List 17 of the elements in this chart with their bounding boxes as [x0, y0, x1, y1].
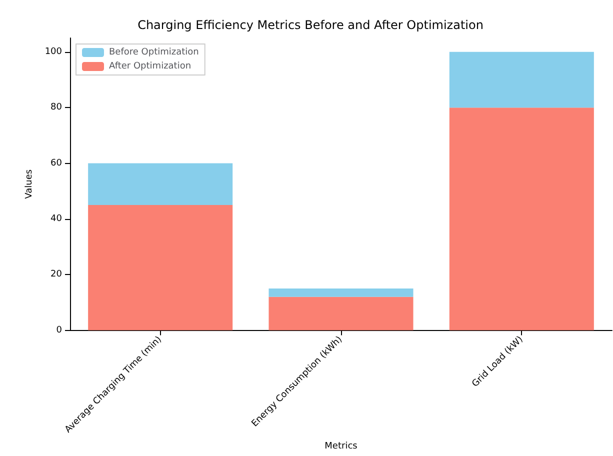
y-axis-title: Values [24, 169, 34, 199]
bar [449, 108, 594, 330]
bar [88, 205, 233, 330]
y-tick-label: 0 [56, 325, 62, 336]
y-tick-label: 80 [50, 102, 62, 113]
y-tick-label: 60 [50, 158, 62, 168]
y-tick-label: 40 [50, 214, 62, 224]
legend-label: After Optimization [109, 62, 192, 72]
bar [268, 288, 414, 297]
legend-label: Before Optimization [109, 48, 199, 58]
x-axis-title: Metrics [324, 442, 358, 452]
y-tick-label: 20 [50, 270, 62, 280]
bar [449, 52, 594, 108]
bar [88, 163, 233, 206]
bar [268, 296, 414, 330]
y-tick-label: 100 [44, 46, 62, 57]
chart-title: Charging Efficiency Metrics Before and After Optimization [138, 18, 484, 32]
